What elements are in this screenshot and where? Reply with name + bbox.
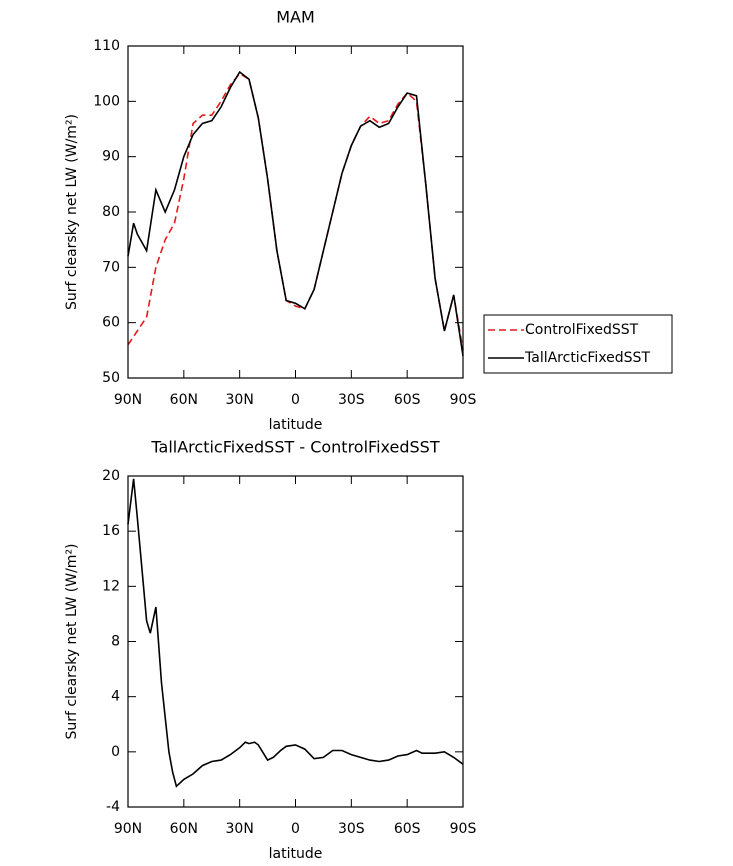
- y-tick-label: 16: [102, 523, 120, 539]
- x-axis-label: latitude: [269, 846, 323, 862]
- y-tick-label: 12: [102, 578, 120, 594]
- x-tick-label: 30S: [338, 392, 365, 408]
- legend-label: ControlFixedSST: [525, 322, 639, 338]
- x-tick-label: 30N: [226, 821, 254, 837]
- legend-box: [483, 314, 673, 374]
- x-tick-label: 30S: [338, 821, 365, 837]
- y-tick-label: 80: [102, 204, 120, 220]
- y-tick-label: 0: [111, 744, 120, 760]
- x-tick-label: 0: [291, 821, 300, 837]
- y-tick-label: 8: [111, 634, 120, 650]
- x-tick-label: 90N: [114, 392, 142, 408]
- plot-frame: [127, 45, 464, 379]
- data-line: [127, 478, 464, 788]
- y-tick-label: 60: [102, 315, 120, 331]
- y-tick-label: 110: [93, 38, 120, 54]
- chart-title: MAM: [276, 8, 315, 27]
- x-tick-label: 60S: [394, 392, 421, 408]
- x-tick-label: 90S: [450, 821, 477, 837]
- x-axis-label: latitude: [269, 417, 323, 433]
- y-axis-label: Surf clearsky net LW (W/m²): [64, 114, 80, 310]
- x-tick-label: 30N: [226, 392, 254, 408]
- data-line: [127, 72, 464, 351]
- x-tick-label: 90S: [450, 392, 477, 408]
- x-tick-label: 60N: [170, 392, 198, 408]
- plot-frame: [127, 475, 464, 808]
- y-tick-label: 100: [93, 93, 120, 109]
- y-tick-label: 70: [102, 259, 120, 275]
- legend-label: TallArcticFixedSST: [524, 350, 650, 366]
- chart-title: TallArcticFixedSST - ControlFixedSST: [150, 438, 439, 457]
- y-tick-label: 90: [102, 149, 120, 165]
- y-tick-label: -4: [106, 799, 120, 815]
- x-tick-label: 0: [291, 392, 300, 408]
- x-tick-label: 90N: [114, 821, 142, 837]
- y-axis-label: Surf clearsky net LW (W/m²): [64, 543, 80, 739]
- data-line: [127, 70, 464, 357]
- y-tick-label: 20: [102, 468, 120, 484]
- y-tick-label: 4: [111, 689, 120, 705]
- y-tick-label: 50: [102, 370, 120, 386]
- x-tick-label: 60S: [394, 821, 421, 837]
- x-tick-label: 60N: [170, 821, 198, 837]
